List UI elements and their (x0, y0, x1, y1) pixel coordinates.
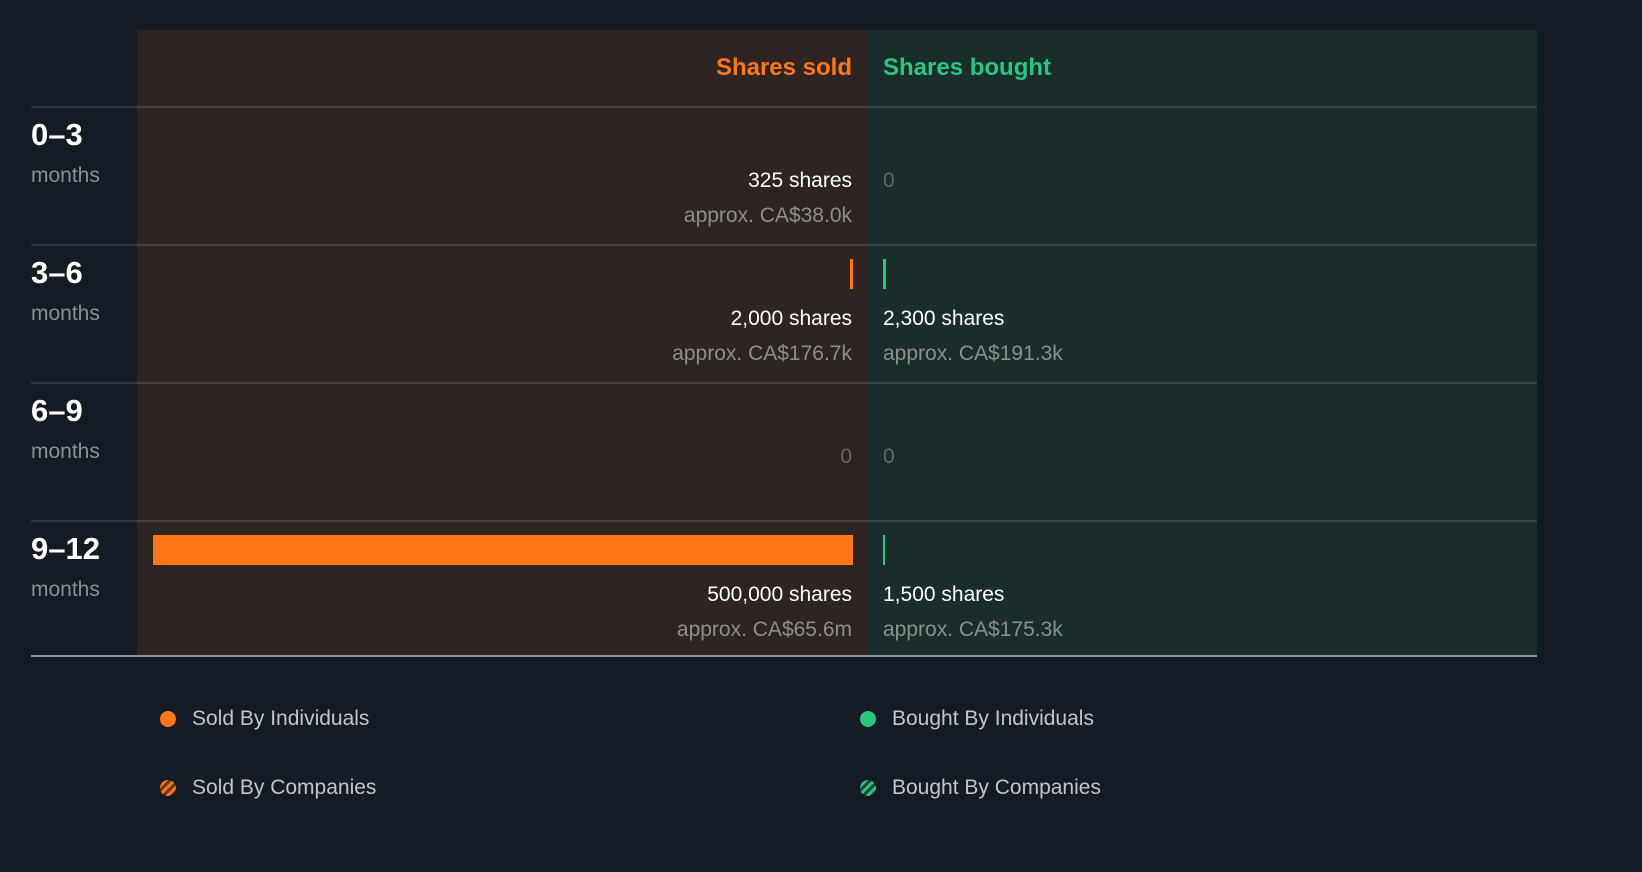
header-shares-bought: Shares bought (883, 54, 1052, 81)
bought-value: approx. CA$191.3k (883, 342, 1063, 365)
sold-value: approx. CA$65.6m (676, 618, 852, 641)
sold-shares: 0 (840, 445, 852, 468)
row-divider (31, 520, 1537, 522)
bought-bar[interactable] (883, 535, 885, 565)
legend-bought-by-individuals[interactable]: Bought By Individuals (860, 707, 1094, 731)
bought-shares: 0 (883, 445, 895, 468)
row-divider (31, 106, 1537, 108)
legend-sold-by-individuals[interactable]: Sold By Individuals (160, 707, 369, 731)
period-label: 9–12 (31, 531, 100, 566)
legend-label: Bought By Companies (892, 776, 1101, 799)
legend-label: Sold By Individuals (192, 707, 370, 730)
bought-shares: 2,300 shares (883, 307, 1005, 330)
sold-shares: 2,000 shares (730, 307, 852, 330)
bought-value: approx. CA$175.3k (883, 618, 1063, 641)
header-shares-sold: Shares sold (715, 54, 852, 81)
period-label: 6–9 (31, 393, 83, 428)
period-unit: months (31, 302, 100, 325)
solid-green-dot-icon (860, 711, 876, 727)
sold-bar[interactable] (153, 535, 853, 565)
legend-label: Sold By Companies (192, 776, 377, 799)
row-divider (31, 382, 1537, 384)
legend-bought-by-companies[interactable]: Bought By Companies (860, 776, 1101, 800)
striped-green-dot-icon (860, 780, 876, 796)
bought-shares: 0 (883, 169, 895, 192)
bought-panel (867, 30, 1537, 656)
legend-label: Bought By Individuals (892, 707, 1094, 730)
period-unit: months (31, 164, 100, 187)
period-row-6-9: 6–9 months 0 0 (0, 383, 1642, 521)
sold-value: approx. CA$176.7k (672, 342, 852, 365)
period-row-9-12: 9–12 months 500,000 shares approx. CA$65… (0, 521, 1642, 659)
period-label: 0–3 (31, 117, 83, 152)
sold-shares: 325 shares (748, 169, 852, 192)
striped-orange-dot-icon (160, 780, 176, 796)
period-label: 3–6 (31, 255, 83, 290)
sold-value: approx. CA$38.0k (683, 204, 852, 227)
period-unit: months (31, 578, 100, 601)
period-row-3-6: 3–6 months 2,000 shares approx. CA$176.7… (0, 245, 1642, 383)
sold-shares: 500,000 shares (707, 583, 852, 606)
sold-bar[interactable] (850, 259, 853, 289)
solid-orange-dot-icon (160, 711, 176, 727)
bought-bar[interactable] (883, 259, 886, 289)
row-divider (31, 244, 1537, 246)
period-row-0-3: 0–3 months 325 shares approx. CA$38.0k 0 (0, 107, 1642, 245)
legend-sold-by-companies[interactable]: Sold By Companies (160, 776, 376, 800)
period-unit: months (31, 440, 100, 463)
bought-shares: 1,500 shares (883, 583, 1005, 606)
axis-baseline (31, 655, 1537, 657)
